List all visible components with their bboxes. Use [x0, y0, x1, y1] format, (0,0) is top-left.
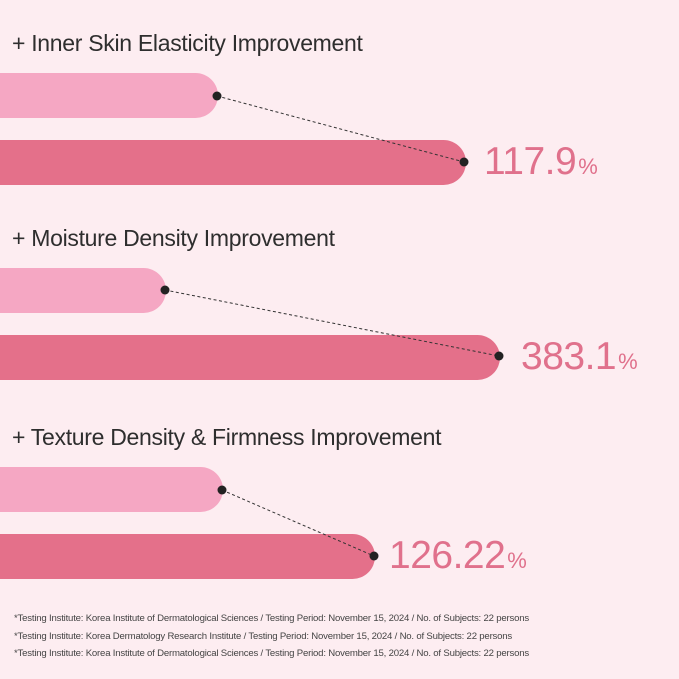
bar-before	[0, 73, 218, 118]
footnote: *Testing Institute: Korea Institute of D…	[14, 648, 529, 659]
connector-line	[216, 95, 465, 163]
dot-marker	[160, 285, 170, 295]
footnote: *Testing Institute: Korea Institute of D…	[14, 613, 529, 624]
bar-after	[0, 335, 500, 380]
bar-before	[0, 467, 223, 512]
dot-marker	[212, 91, 222, 101]
connector-line	[221, 489, 375, 557]
connector-line	[164, 289, 500, 357]
dot-marker	[494, 351, 504, 361]
dot-marker	[369, 551, 379, 561]
group-title: + Moisture Density Improvement	[12, 225, 335, 251]
value-label: 126.22%	[389, 534, 527, 577]
value-label: 117.9%	[484, 140, 598, 183]
value-label: 383.1%	[521, 335, 638, 378]
bar-before	[0, 268, 166, 313]
group-title: + Texture Density & Firmness Improvement	[12, 424, 442, 450]
dot-marker	[217, 485, 227, 495]
bar-after	[0, 534, 375, 579]
footnote: *Testing Institute: Korea Dermatology Re…	[14, 631, 513, 642]
bar-after	[0, 140, 466, 185]
group-title: + Inner Skin Elasticity Improvement	[12, 30, 363, 56]
dot-marker	[459, 157, 469, 167]
